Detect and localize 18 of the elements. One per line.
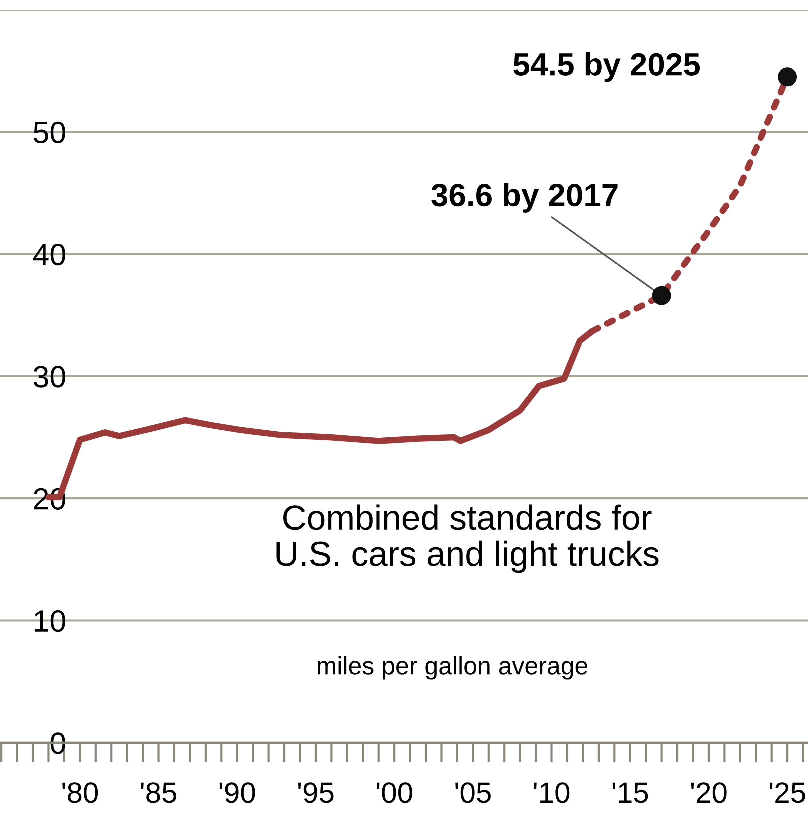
annotation: 54.5 by 2025	[514, 52, 700, 82]
text: miles per gallon average	[318, 656, 588, 680]
x-tick-label: '85	[141, 782, 177, 804]
x-tick-label: '10	[534, 782, 570, 804]
x-tick-label: '15	[612, 782, 648, 804]
x-tick-label: '25	[770, 782, 806, 804]
x-tick-label: '80	[62, 782, 98, 804]
annotation: 36.6 by 2017	[432, 183, 618, 213]
x-tick-label: '90	[220, 782, 256, 804]
x-tick-label: '05	[456, 782, 491, 804]
x-tick-label: '95	[298, 782, 334, 804]
text: Combined standards for U.S. cars and light trucks	[276, 504, 659, 574]
y-tick-label: 40	[33, 244, 66, 266]
y-tick-label: 50	[34, 122, 66, 144]
x-tick-label: '20	[691, 782, 727, 804]
x-tick-label: '00	[377, 782, 412, 804]
y-tick-label: 30	[34, 366, 66, 388]
y-tick-label: 10	[35, 610, 66, 632]
